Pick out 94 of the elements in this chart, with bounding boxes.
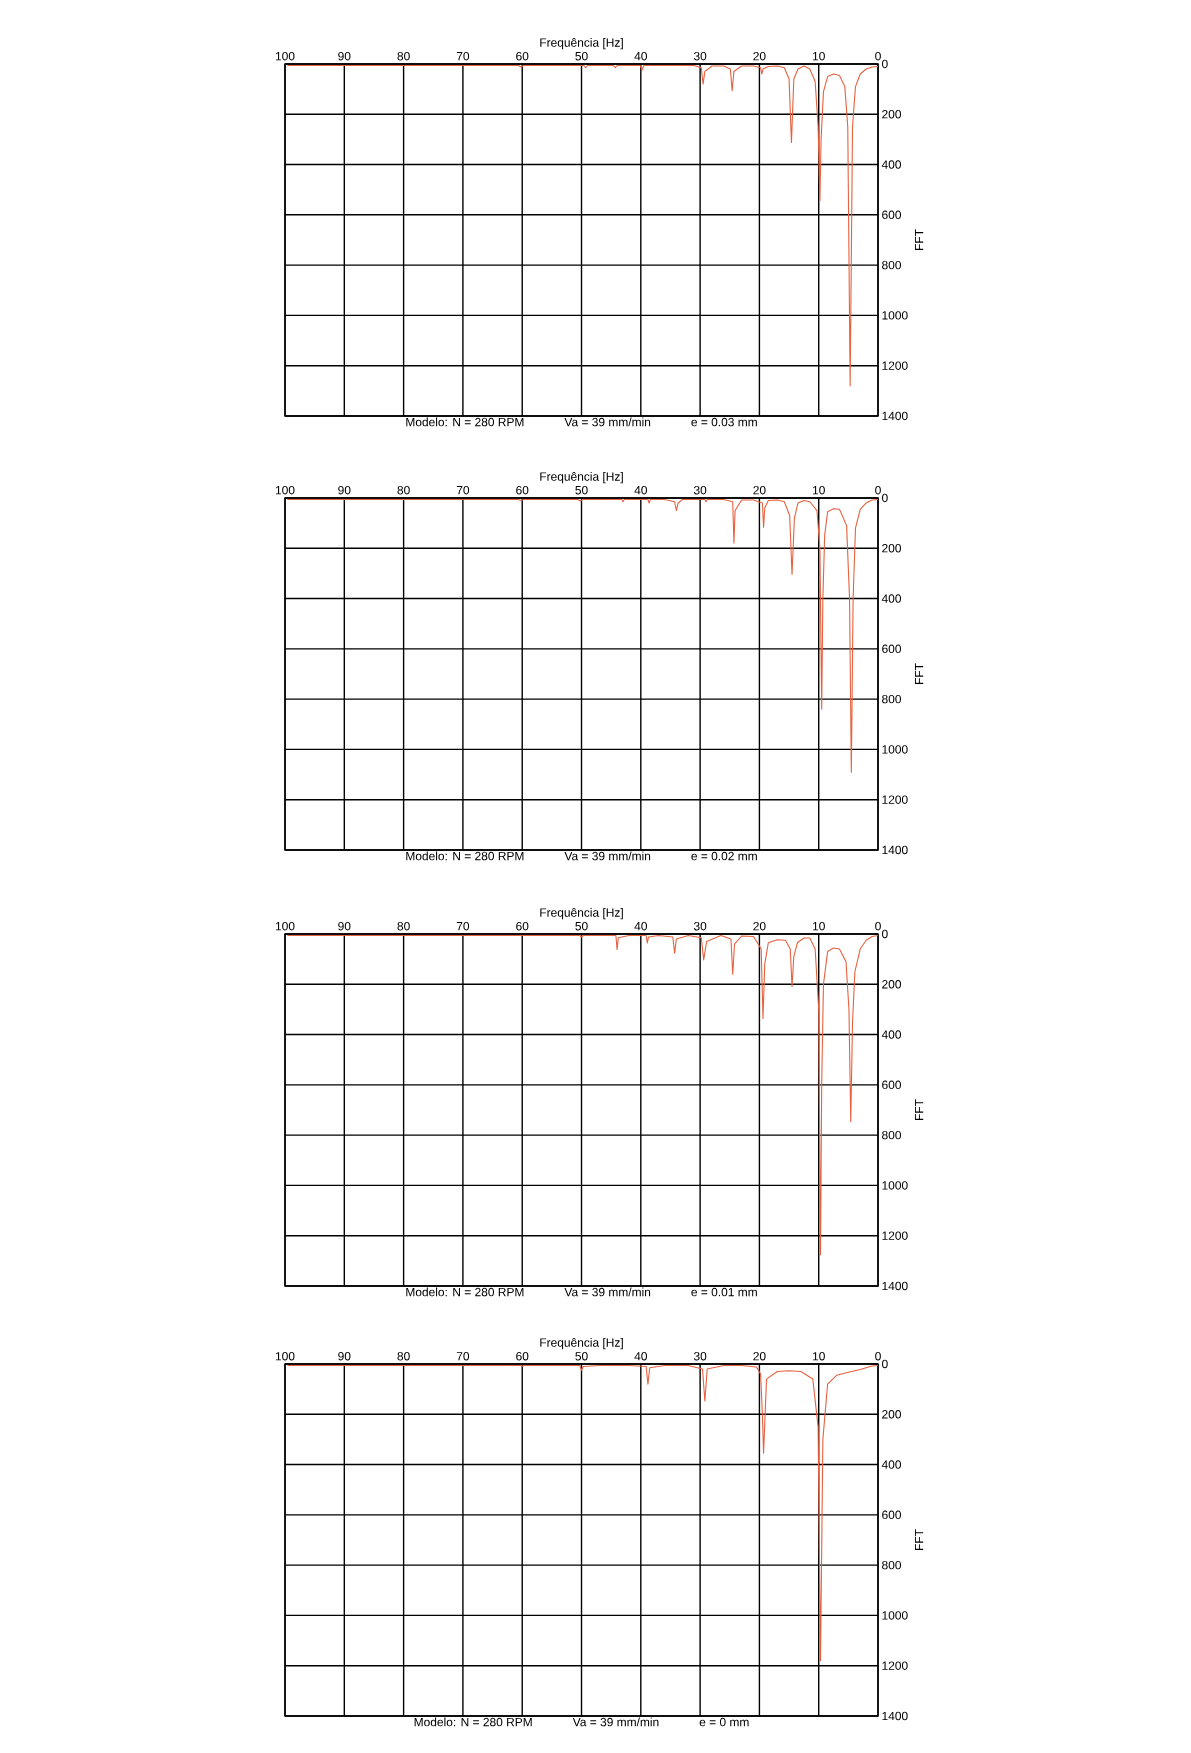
y-tick-label: 200 (882, 544, 902, 553)
y-tick-label: 600 (882, 1510, 902, 1520)
y-tick-label: 200 (882, 110, 902, 119)
y-tick-label: 400 (881, 1460, 902, 1469)
y-tick-label: 800 (882, 260, 902, 270)
x-tick-label: 20 (753, 485, 766, 495)
x-tick-label: 30 (693, 485, 707, 495)
x-tick-label: 30 (693, 922, 707, 931)
x-tick-label: 60 (516, 485, 529, 495)
x-tick-label: 50 (575, 1352, 588, 1361)
x-tick-label: 80 (397, 1352, 410, 1361)
y-tick-label: 600 (882, 644, 902, 654)
y-tick-label: 600 (882, 1080, 902, 1090)
x-tick-label: 50 (575, 51, 588, 61)
x-tick-label: 50 (575, 485, 588, 495)
y-tick-label: 0 (882, 493, 888, 503)
x-tick-label: 90 (338, 485, 351, 495)
text: Va = 39 mm/min (564, 1287, 651, 1297)
x-axis-title: Frequência [Hz] (540, 471, 623, 484)
text: Va = 39 mm/min (572, 1717, 659, 1727)
y-axis-title: FFT (914, 1529, 924, 1550)
text: e = 0.03 mm (691, 417, 757, 427)
x-tick-label: 90 (338, 922, 351, 931)
text: Va = 39 mm/min (564, 417, 651, 427)
y-axis-title: FFT (914, 229, 924, 250)
y-tick-label: 0 (882, 59, 888, 69)
x-tick-label: 100 (275, 51, 295, 61)
x-tick-label: 70 (456, 485, 470, 495)
x-tick-label: 10 (812, 51, 825, 61)
text: Modelo: N = 280 RPM (414, 1717, 532, 1727)
y-tick-label: 1000 (882, 1611, 908, 1620)
text: Modelo: N = 280 RPM (406, 417, 524, 427)
y-tick-label: 200 (882, 1410, 902, 1419)
x-tick-label: 40 (634, 922, 647, 931)
y-tick-label: 1000 (882, 311, 908, 320)
text: Modelo: N = 280 RPM (406, 851, 524, 861)
x-tick-label: 60 (516, 1352, 529, 1361)
x-tick-label: 40 (634, 1352, 647, 1361)
y-tick-label: 1400 (882, 1711, 908, 1721)
y-tick-label: 1200 (882, 1661, 908, 1670)
x-tick-label: 0 (875, 1352, 881, 1361)
x-tick-label: 0 (875, 922, 881, 931)
y-tick-label: 0 (882, 929, 888, 939)
y-tick-label: 200 (882, 980, 902, 989)
text: e = 0 mm (699, 1717, 749, 1727)
y-tick-label: 400 (881, 1030, 902, 1039)
x-tick-label: 30 (693, 51, 707, 61)
x-tick-label: 70 (456, 1352, 470, 1361)
y-tick-label: 400 (881, 160, 902, 169)
x-tick-label: 70 (456, 922, 470, 931)
x-tick-label: 40 (634, 485, 647, 495)
y-tick-label: 1400 (882, 411, 908, 421)
y-axis-title: FFT (914, 663, 924, 684)
text: Va = 39 mm/min (564, 851, 651, 861)
x-axis-title: Frequência [Hz] (540, 1337, 623, 1350)
text: e = 0.01 mm (691, 1287, 757, 1297)
x-tick-label: 90 (338, 1352, 351, 1361)
text: Modelo: N = 280 RPM (406, 1287, 524, 1297)
x-tick-label: 10 (812, 1352, 825, 1361)
x-tick-label: 100 (275, 922, 295, 931)
text: e = 0.02 mm (691, 851, 757, 861)
y-tick-label: 400 (881, 594, 902, 603)
x-axis-title: Frequência [Hz] (540, 907, 623, 920)
x-tick-label: 20 (753, 51, 766, 61)
y-tick-label: 1200 (882, 361, 908, 370)
y-tick-label: 1200 (882, 1231, 908, 1240)
y-tick-label: 800 (882, 1130, 902, 1140)
y-tick-label: 1400 (882, 845, 908, 855)
x-tick-label: 60 (516, 922, 529, 931)
x-tick-label: 100 (275, 1352, 295, 1361)
x-tick-label: 50 (575, 922, 588, 931)
x-tick-label: 60 (516, 51, 529, 61)
x-tick-label: 100 (275, 485, 295, 495)
x-tick-label: 30 (693, 1352, 707, 1361)
y-axis-title: FFT (914, 1099, 924, 1120)
y-tick-label: 1200 (882, 795, 908, 804)
x-tick-label: 20 (753, 922, 766, 931)
x-tick-label: 20 (753, 1352, 766, 1361)
x-tick-label: 70 (456, 51, 470, 61)
y-tick-label: 0 (882, 1359, 888, 1369)
x-tick-label: 80 (397, 922, 410, 931)
y-tick-label: 600 (882, 210, 902, 220)
y-tick-label: 800 (882, 694, 902, 704)
y-tick-label: 1000 (882, 1181, 908, 1190)
x-axis-title: Frequência [Hz] (540, 37, 623, 50)
x-tick-label: 80 (397, 485, 410, 495)
y-tick-label: 1400 (882, 1281, 908, 1291)
x-tick-label: 10 (812, 922, 825, 931)
y-tick-label: 800 (882, 1560, 902, 1570)
x-tick-label: 10 (812, 485, 825, 495)
y-tick-label: 1000 (882, 745, 908, 754)
x-tick-label: 80 (397, 51, 410, 61)
x-tick-label: 90 (338, 51, 351, 61)
x-tick-label: 40 (634, 51, 647, 61)
